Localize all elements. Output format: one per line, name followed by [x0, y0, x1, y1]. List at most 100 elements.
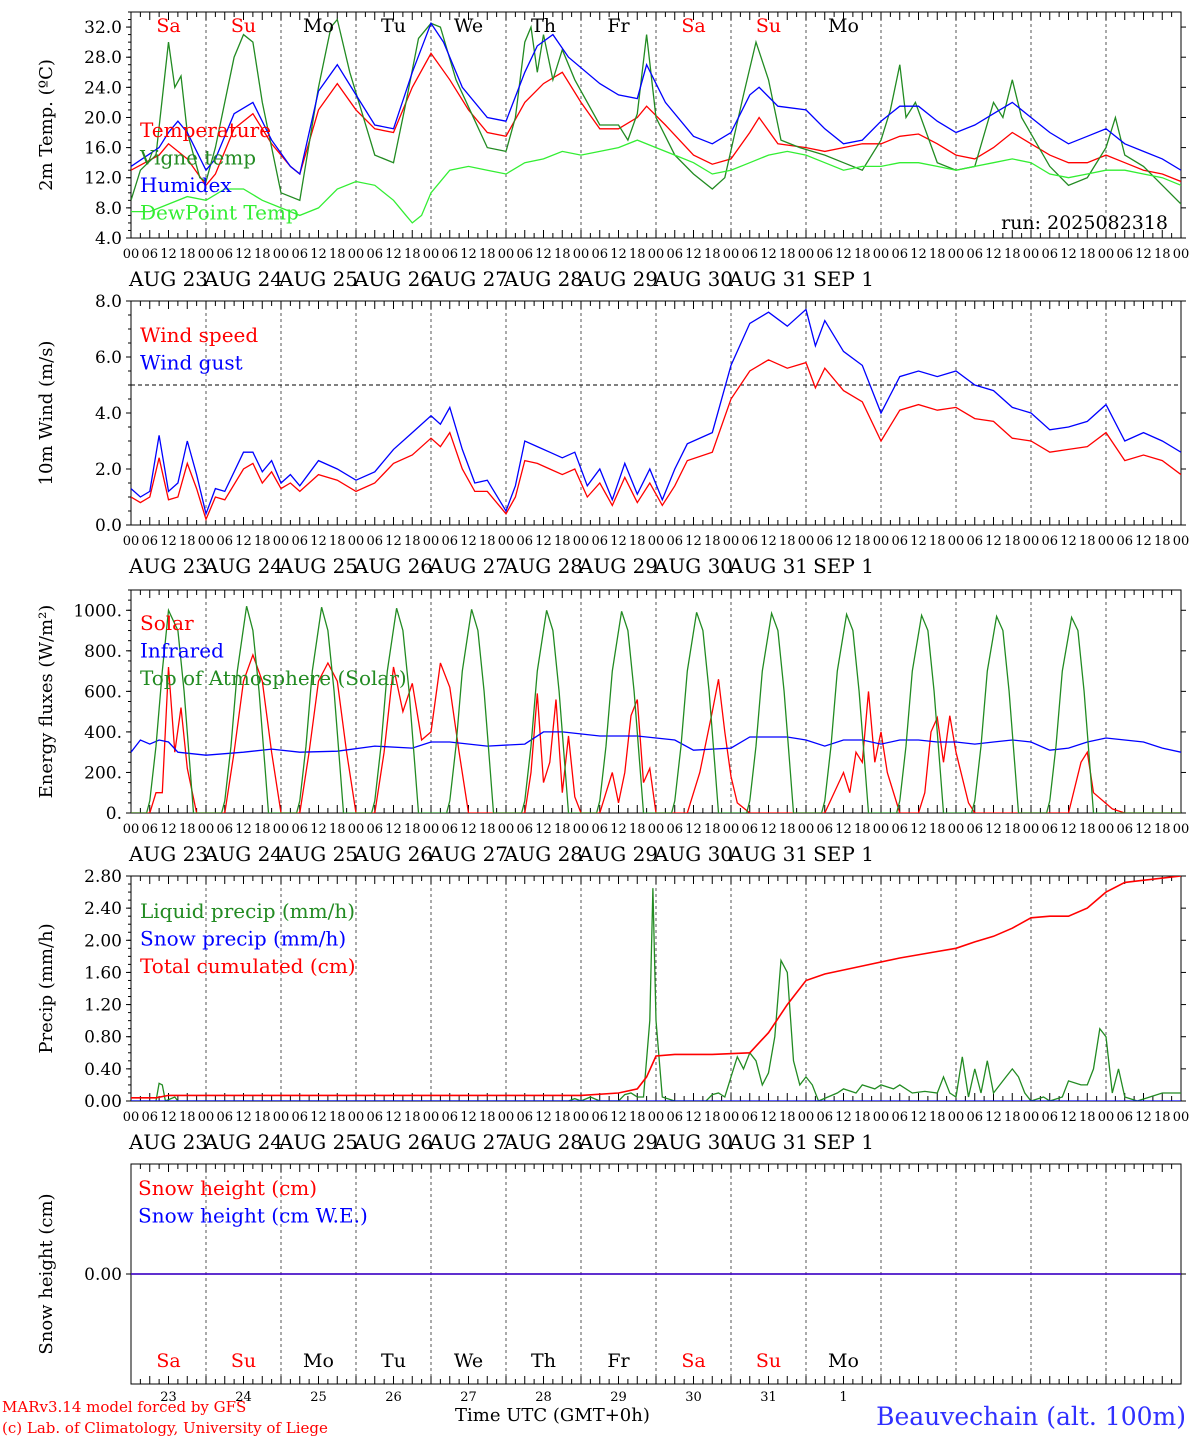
hour-tick-label: 00 — [498, 822, 515, 837]
y-tick-label: 0.0 — [95, 516, 122, 536]
hour-tick-label: 18 — [1079, 822, 1096, 837]
hour-tick-label: 06 — [666, 534, 683, 549]
hour-tick-label: 12 — [835, 247, 852, 262]
hour-tick-label: 18 — [1154, 822, 1171, 837]
hour-tick-label: 18 — [404, 1110, 421, 1125]
date-label: AUG 28 — [503, 554, 583, 578]
hour-tick-label: 12 — [160, 822, 177, 837]
series-line — [131, 888, 1181, 1101]
hour-tick-label: 12 — [985, 822, 1002, 837]
hour-tick-label: 06 — [816, 534, 833, 549]
hour-tick-label: 00 — [948, 1110, 965, 1125]
hour-tick-label: 12 — [310, 247, 327, 262]
hour-tick-label: 00 — [423, 534, 440, 549]
hour-tick-label: 00 — [348, 822, 365, 837]
legend-entry: Solar — [140, 611, 194, 635]
y-tick-label: 32.0 — [84, 18, 122, 38]
hour-tick-label: 00 — [648, 534, 665, 549]
legend-entry: Vigne temp — [139, 146, 256, 170]
day-name-label: Sa — [156, 15, 180, 37]
hour-tick-label: 00 — [423, 1110, 440, 1125]
date-label: AUG 24 — [203, 554, 283, 578]
panel-3: 0. 200. 400. 600. 800. 1000. Energy fluxes (W/… — [36, 589, 1189, 866]
y-tick-label: 12.0 — [84, 169, 122, 189]
hour-tick-label: 06 — [216, 1110, 233, 1125]
date-label: AUG 24 — [203, 842, 283, 866]
y-tick-label: 0.80 — [84, 1028, 122, 1048]
hour-tick-label: 00 — [798, 822, 815, 837]
hour-tick-label: 12 — [235, 822, 252, 837]
hour-tick-label: 12 — [310, 1110, 327, 1125]
series-line — [131, 18, 1181, 205]
legend-entry: Infrared — [140, 639, 224, 663]
hour-tick-label: 06 — [816, 247, 833, 262]
date-label: AUG 26 — [353, 842, 433, 866]
date-label: AUG 26 — [353, 554, 433, 578]
hour-tick-label: 00 — [873, 534, 890, 549]
legend-entry: Temperature — [140, 118, 271, 142]
hour-tick-label: 18 — [854, 1110, 871, 1125]
day-name-label: Su — [231, 15, 256, 37]
hour-tick-label: 18 — [179, 534, 196, 549]
hour-tick-label: 18 — [629, 534, 646, 549]
hour-tick-label: 00 — [423, 247, 440, 262]
legend-entry: Wind gust — [140, 351, 243, 375]
day-name-label: We — [454, 1350, 483, 1372]
series-line — [131, 21, 1181, 176]
hour-tick-label: 00 — [1098, 247, 1115, 262]
hour-tick-label: 18 — [554, 247, 571, 262]
hour-tick-label: 06 — [141, 534, 158, 549]
hour-tick-label: 12 — [460, 534, 477, 549]
hour-tick-label: 00 — [873, 1110, 890, 1125]
hour-tick-label: 18 — [1154, 1110, 1171, 1125]
hour-tick-label: 12 — [1135, 822, 1152, 837]
hour-tick-label: 12 — [310, 534, 327, 549]
hour-tick-label: 06 — [216, 534, 233, 549]
hour-tick-label: 12 — [1135, 247, 1152, 262]
y-tick-label: 800. — [84, 642, 122, 662]
date-label: AUG 29 — [578, 842, 658, 866]
date-label: SEP 1 — [813, 554, 874, 578]
date-label: AUG 23 — [128, 842, 208, 866]
hour-tick-label: 12 — [835, 534, 852, 549]
hour-tick-label: 00 — [498, 247, 515, 262]
date-label: AUG 23 — [128, 267, 208, 291]
hour-tick-label: 00 — [123, 822, 140, 837]
hour-tick-label: 18 — [779, 247, 796, 262]
hour-tick-label: 12 — [535, 247, 552, 262]
hour-tick-label: 00 — [648, 822, 665, 837]
day-number-label: 27 — [460, 1390, 477, 1405]
hour-tick-label: 00 — [573, 247, 590, 262]
hour-tick-label: 00 — [1098, 822, 1115, 837]
hour-tick-label: 12 — [310, 822, 327, 837]
hour-tick-label: 00 — [948, 822, 965, 837]
day-name-label: We — [454, 15, 483, 37]
date-label: AUG 24 — [203, 267, 283, 291]
day-name-label: Su — [756, 1350, 781, 1372]
hour-tick-label: 00 — [1173, 1110, 1190, 1125]
hour-tick-label: 12 — [460, 1110, 477, 1125]
day-name-label: Su — [231, 1350, 256, 1372]
day-number-label: 26 — [385, 1390, 402, 1405]
hour-tick-label: 06 — [516, 534, 533, 549]
hour-tick-label: 00 — [648, 1110, 665, 1125]
hour-tick-label: 18 — [704, 1110, 721, 1125]
hour-tick-label: 18 — [1079, 534, 1096, 549]
series-line — [131, 731, 1181, 756]
hour-tick-label: 12 — [910, 822, 927, 837]
hour-tick-label: 18 — [179, 1110, 196, 1125]
hour-tick-label: 12 — [1135, 534, 1152, 549]
hour-tick-label: 00 — [573, 822, 590, 837]
y-tick-label: 2.40 — [84, 899, 122, 919]
hour-tick-label: 00 — [1173, 534, 1190, 549]
plot-frame — [130, 300, 1182, 526]
hour-tick-label: 12 — [610, 534, 627, 549]
hour-tick-label: 00 — [1023, 247, 1040, 262]
hour-tick-label: 12 — [535, 534, 552, 549]
hour-tick-label: 00 — [1023, 534, 1040, 549]
model-credit: MARv3.14 model forced by GFS — [2, 1398, 247, 1416]
hour-tick-label: 00 — [1173, 247, 1190, 262]
hour-tick-label: 12 — [235, 247, 252, 262]
date-label: AUG 30 — [653, 842, 733, 866]
lab-credit: (c) Lab. of Climatology, University of L… — [2, 1419, 328, 1437]
